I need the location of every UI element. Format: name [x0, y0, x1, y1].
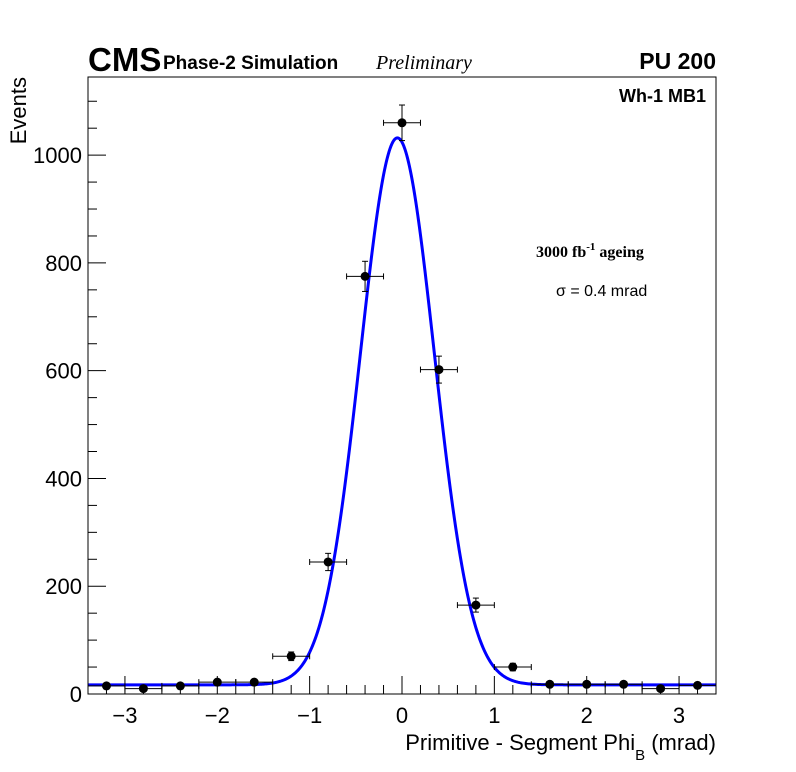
- axis-ticks: [87, 100, 717, 695]
- data-point: [383, 104, 421, 142]
- x-axis-title-unit: (mrad): [645, 730, 716, 755]
- x-tick-label: 2: [581, 703, 593, 728]
- y-tick-label: 1000: [33, 143, 82, 168]
- data-marker: [212, 677, 222, 687]
- pileup-label: PU 200: [639, 48, 716, 74]
- x-axis-title: Primitive - Segment PhiB (mrad): [405, 730, 716, 764]
- data-marker: [175, 681, 185, 691]
- data-point: [124, 684, 163, 694]
- cms-label: CMS: [88, 41, 161, 78]
- plot-frame: [87, 76, 717, 695]
- y-tick-label: 400: [45, 466, 82, 491]
- data-point: [235, 677, 274, 687]
- ageing-exponent: -1: [586, 241, 595, 253]
- fit-layer: [88, 136, 716, 687]
- x-tick-label: 1: [488, 703, 500, 728]
- ageing-label: 3000 fb-1 ageing: [536, 241, 644, 261]
- data-point: [456, 597, 495, 613]
- data-marker: [471, 600, 481, 610]
- ageing-prefix: 3000 fb: [536, 244, 586, 261]
- data-point: [493, 662, 532, 672]
- data-point: [641, 684, 680, 694]
- data-point: [272, 651, 311, 662]
- x-tick-label: −3: [112, 703, 137, 728]
- preliminary-label: Preliminary: [375, 52, 472, 74]
- data-point: [678, 680, 717, 690]
- data-marker: [434, 365, 444, 375]
- data-point: [309, 552, 348, 572]
- y-axis-title: Events: [6, 77, 31, 144]
- data-marker: [360, 271, 370, 281]
- data-marker: [397, 118, 407, 128]
- y-tick-label: 200: [45, 574, 82, 599]
- x-tick-label: −1: [297, 703, 322, 728]
- data-point: [346, 260, 385, 292]
- y-tick-label: 600: [45, 359, 82, 384]
- fit-curve: [88, 136, 716, 687]
- x-tick-label: −2: [205, 703, 230, 728]
- sigma-label: σ = 0.4 mrad: [556, 283, 647, 300]
- data-marker: [286, 651, 296, 661]
- data-point: [87, 681, 126, 691]
- data-marker: [545, 679, 555, 689]
- data-marker: [249, 677, 259, 687]
- data-marker: [323, 557, 333, 567]
- data-points: [87, 104, 717, 694]
- data-marker: [138, 684, 148, 694]
- data-marker: [619, 679, 629, 689]
- data-marker: [656, 684, 666, 694]
- data-marker: [582, 679, 592, 689]
- region-label: Wh-1 MB1: [619, 86, 706, 106]
- ageing-suffix: ageing: [595, 244, 643, 261]
- data-marker: [101, 681, 111, 691]
- x-axis-title-main: Primitive - Segment Phi: [405, 730, 635, 755]
- x-axis-title-sub: B: [635, 747, 645, 764]
- y-tick-label: 800: [45, 251, 82, 276]
- x-tick-label: 3: [673, 703, 685, 728]
- tick-labels: −3 −2 −1 0 1 2 3 0 200 400 600 800 1000: [33, 143, 685, 728]
- data-marker: [508, 662, 518, 672]
- data-point: [161, 681, 200, 691]
- y-tick-label: 0: [70, 682, 82, 707]
- phase-label: Phase-2 Simulation: [163, 53, 338, 74]
- data-point: [419, 355, 458, 384]
- data-marker: [693, 680, 703, 690]
- x-tick-label: 0: [396, 703, 408, 728]
